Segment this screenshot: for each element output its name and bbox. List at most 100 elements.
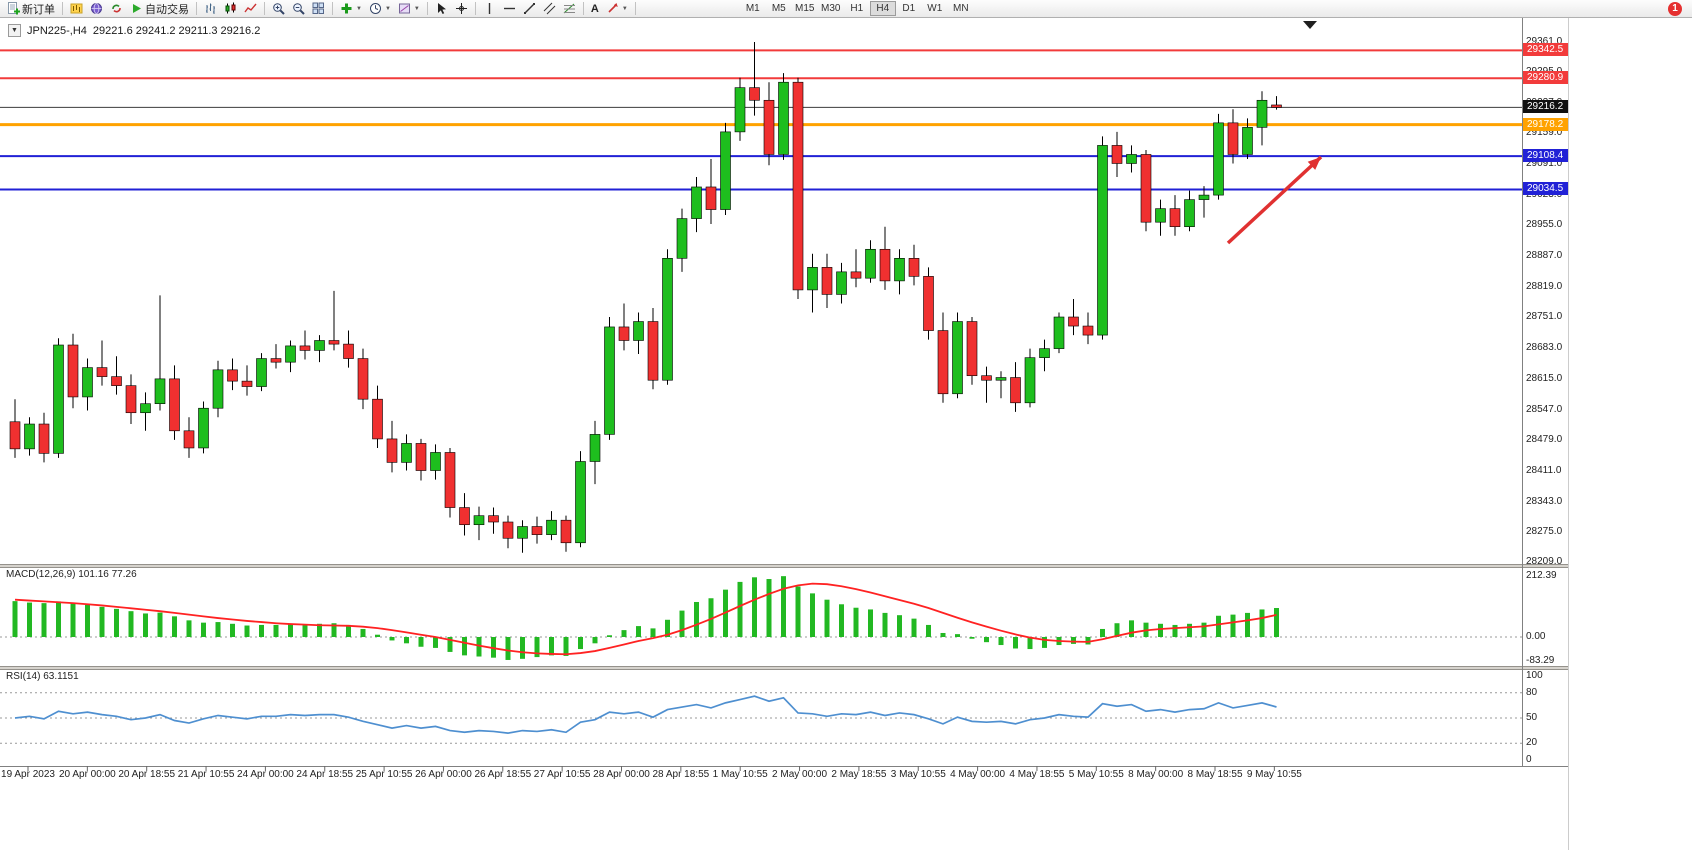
toolbar-separator: [582, 2, 584, 15]
candle: [1184, 199, 1195, 228]
candle: [720, 131, 731, 210]
chevron-down-icon: ▼: [621, 5, 628, 12]
refresh-button[interactable]: [107, 1, 126, 17]
candle: [154, 378, 166, 405]
periods-button[interactable]: ▼: [366, 1, 394, 17]
new-order-button[interactable]: 新订单: [4, 1, 58, 17]
candle: [633, 321, 644, 341]
candle: [1169, 208, 1181, 228]
timeframe-m5-button[interactable]: M5: [766, 1, 792, 16]
candle: [517, 526, 528, 539]
chevron-down-icon: ▼: [413, 5, 420, 12]
timeframe-m1-button[interactable]: M1: [740, 1, 766, 16]
equidistant-channel-icon: [543, 2, 556, 15]
candle: [169, 378, 180, 432]
candle: [749, 87, 760, 101]
candle: [53, 344, 64, 454]
zoom-out-button[interactable]: [289, 1, 308, 17]
candle: [589, 434, 601, 462]
cursor-button[interactable]: [432, 1, 451, 17]
globe-icon: [91, 3, 102, 14]
fibonacci-button[interactable]: [560, 1, 579, 17]
templates-icon: [398, 3, 410, 14]
arrows-button[interactable]: ▼: [603, 1, 631, 17]
timeframe-h1-button[interactable]: H1: [844, 1, 870, 16]
candle: [401, 443, 412, 463]
candle: [227, 369, 238, 382]
globe-button[interactable]: [87, 1, 106, 17]
candle: [125, 385, 137, 414]
new-order-icon: [8, 2, 20, 15]
candle: [618, 326, 630, 341]
tile-windows-button[interactable]: [309, 1, 328, 17]
timeframe-d1-button[interactable]: D1: [896, 1, 922, 16]
candle: [241, 380, 253, 387]
candle: [96, 367, 108, 377]
candle: [1155, 208, 1166, 223]
timeframe-mn-button[interactable]: MN: [948, 1, 974, 16]
candlestick-chart-icon: [225, 2, 236, 14]
pane-separator[interactable]: [0, 564, 1568, 568]
candle: [792, 81, 804, 291]
candle: [314, 340, 325, 351]
chart-window-button[interactable]: [67, 1, 86, 17]
timeframe-h4-button[interactable]: H4: [869, 1, 896, 16]
pane-separator[interactable]: [0, 666, 1568, 670]
candle: [850, 271, 862, 279]
timeframe-m15-button[interactable]: M15: [792, 1, 818, 16]
candle: [24, 423, 35, 450]
indicators-button[interactable]: ▼: [337, 1, 365, 17]
cursor-icon: [437, 3, 446, 14]
candle: [1256, 99, 1268, 128]
crosshair-icon: [455, 3, 467, 14]
indicators-icon: [341, 3, 352, 14]
candle: [865, 248, 876, 279]
text-tool-icon: A: [590, 2, 599, 15]
toolbar-separator: [474, 2, 476, 15]
candle: [662, 258, 673, 381]
bar-chart-button[interactable]: [201, 1, 220, 17]
channel-button[interactable]: [540, 1, 559, 17]
crosshair-button[interactable]: [452, 1, 471, 17]
horizontal-line-button[interactable]: [500, 1, 519, 17]
candle: [966, 321, 978, 377]
candle: [1227, 122, 1239, 155]
auto-trading-button[interactable]: 自动交易: [127, 1, 192, 17]
auto-trading-icon: [133, 4, 141, 13]
line-chart-icon: [244, 3, 257, 13]
candlestick-chart-button[interactable]: [221, 1, 240, 17]
trend-arrow-annotation[interactable]: [1226, 155, 1323, 245]
candle: [82, 367, 93, 398]
candle: [981, 375, 992, 381]
timeframe-w1-button[interactable]: W1: [922, 1, 948, 16]
candle: [1242, 127, 1253, 155]
toolbar-separator: [634, 2, 636, 15]
toolbar-separator: [196, 2, 197, 15]
trendline-button[interactable]: [520, 1, 539, 17]
vertical-line-button[interactable]: [480, 1, 499, 17]
candle: [212, 369, 224, 409]
vertical-line-icon: [488, 3, 491, 14]
templates-button[interactable]: ▼: [395, 1, 423, 17]
timeframe-m30-button[interactable]: M30: [818, 1, 844, 16]
candle: [256, 358, 267, 387]
notification-badge[interactable]: 1: [1668, 1, 1682, 16]
candle: [415, 443, 427, 471]
candle: [778, 81, 789, 155]
periods-clock-icon: [369, 3, 381, 14]
bar-chart-icon: [206, 3, 215, 14]
candle: [488, 515, 499, 523]
candle: [734, 87, 746, 133]
zoom-in-button[interactable]: [269, 1, 288, 17]
candle: [111, 376, 122, 386]
line-chart-button[interactable]: [241, 1, 260, 17]
candle: [299, 345, 311, 351]
candle: [937, 330, 949, 395]
candle: [67, 344, 79, 398]
candle: [763, 99, 775, 155]
chart-plot-area[interactable]: [0, 19, 1522, 766]
candle: [473, 515, 485, 526]
text-button[interactable]: A: [588, 1, 602, 17]
